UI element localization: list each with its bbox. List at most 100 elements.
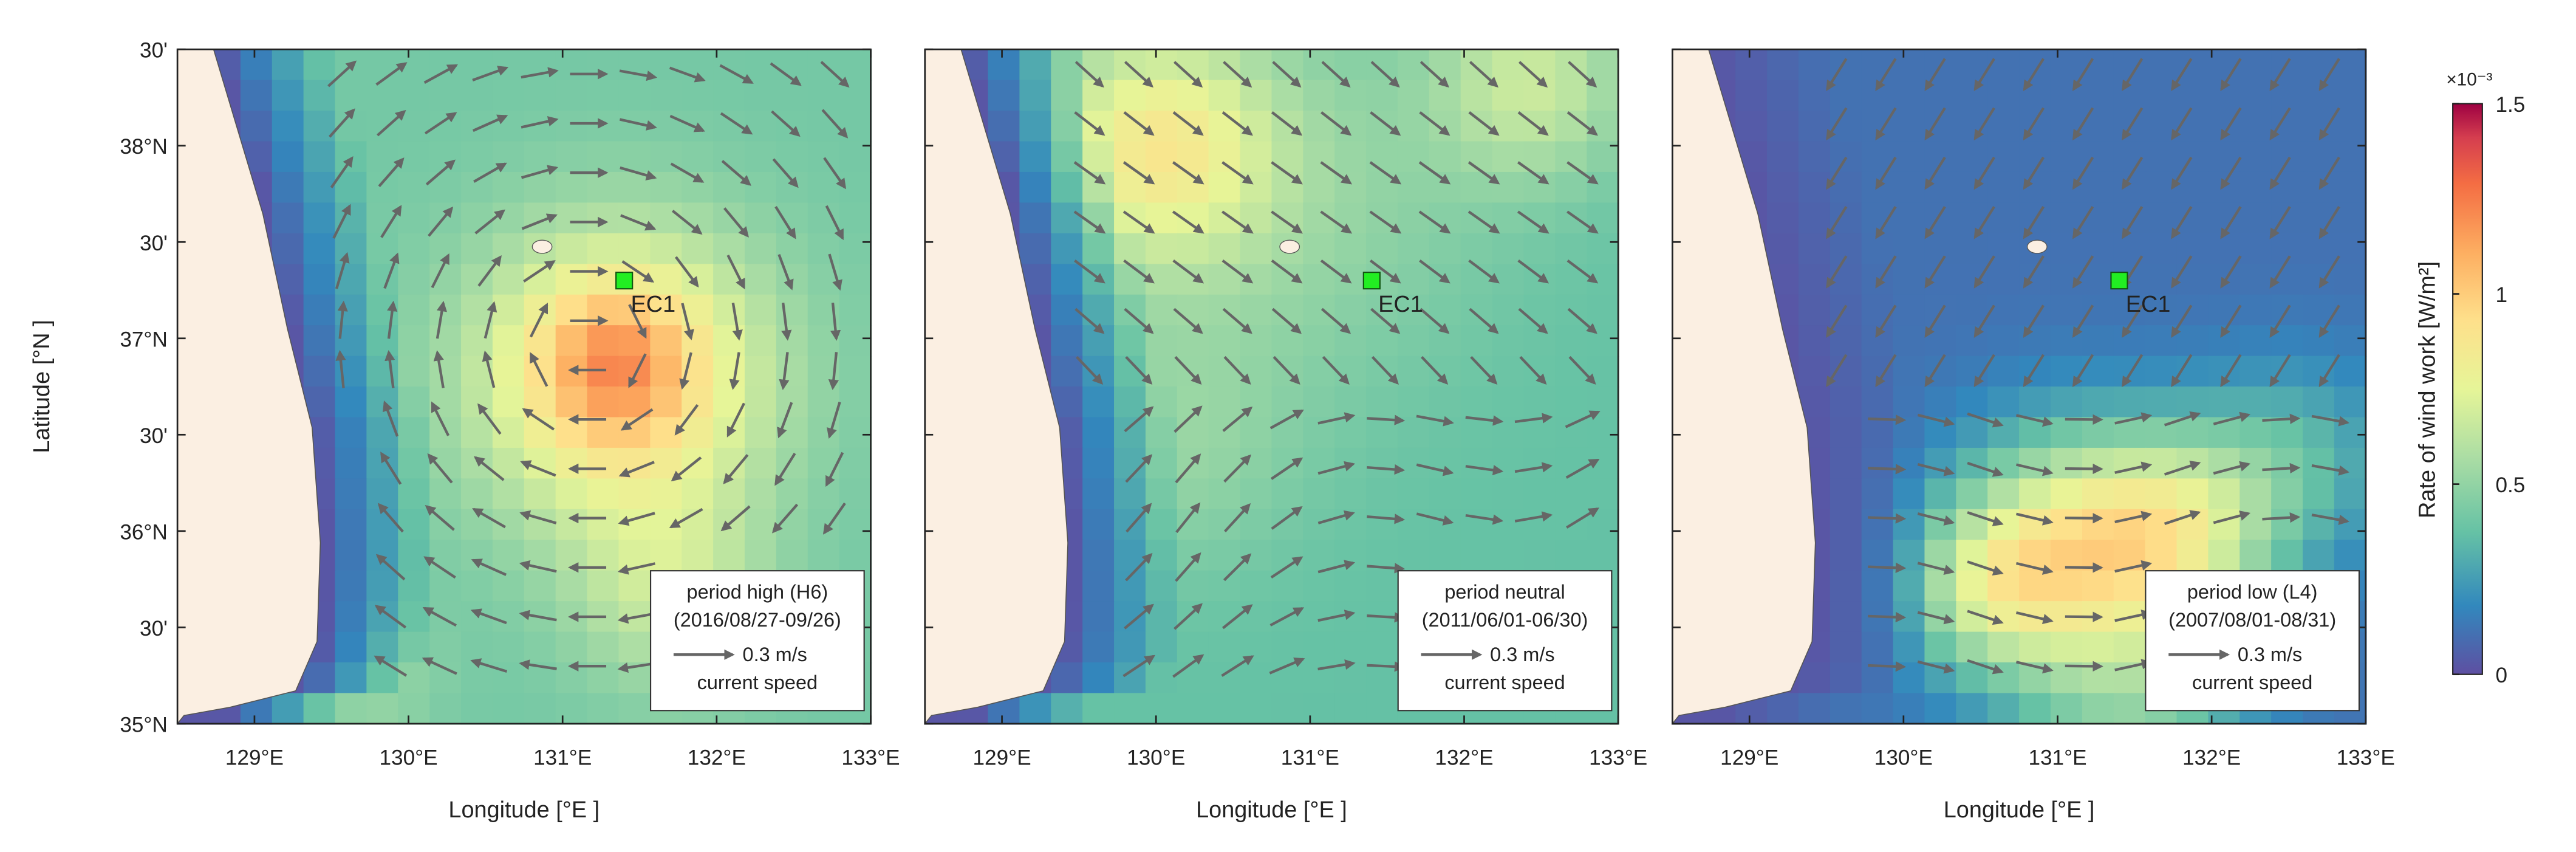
y-tick-label: 30' [140, 617, 168, 641]
current-arrow [383, 400, 399, 437]
field-cell [1767, 80, 1800, 112]
field-cell [1397, 233, 1430, 265]
field-cell [1587, 478, 1619, 510]
field-cell [744, 386, 777, 419]
field-cell [1366, 141, 1399, 173]
current-arrow [1470, 356, 1498, 385]
field-cell [524, 693, 557, 725]
current-arrow [774, 205, 796, 239]
current-arrow [2220, 58, 2242, 91]
field-cell [618, 325, 651, 357]
field-cell [1924, 631, 1957, 664]
x-tick-label: 129°E [1720, 746, 1778, 770]
current-arrow [1875, 107, 1897, 141]
current-arrow [1222, 406, 1253, 432]
current-arrow [1826, 107, 1848, 141]
field-cell [1082, 356, 1115, 388]
field-cell [492, 662, 525, 695]
current-arrow [472, 114, 508, 132]
field-cell [1208, 264, 1242, 296]
field-cell [1460, 540, 1494, 572]
current-arrow [1174, 356, 1202, 385]
field-cell [776, 49, 809, 81]
field-cell [1987, 356, 2020, 388]
field-cell [1271, 662, 1304, 695]
field-cell [1051, 662, 1084, 695]
field-cell [1397, 202, 1430, 235]
current-arrow [521, 213, 558, 230]
field-cell [1271, 693, 1304, 725]
field-cell [1987, 325, 2020, 357]
field-cell [1334, 264, 1367, 296]
field-cell [366, 417, 399, 449]
current-arrow [1122, 161, 1155, 185]
field-cell [461, 111, 494, 143]
field-cell [2208, 202, 2241, 235]
field-cell [1240, 509, 1273, 541]
field-cell [524, 171, 557, 204]
field-cell [776, 264, 809, 296]
field-cell [1271, 171, 1304, 204]
current-arrow [2171, 58, 2193, 91]
current-arrow [520, 460, 556, 477]
field-cell [682, 141, 714, 173]
current-arrow [474, 456, 505, 481]
current-arrow [1222, 604, 1253, 630]
current-arrow [519, 610, 557, 622]
field-cell [1145, 294, 1178, 326]
field-cell [1082, 386, 1115, 419]
field-cell [1429, 171, 1462, 204]
current-arrow [2164, 461, 2201, 476]
current-arrow [1566, 259, 1599, 284]
current-arrow [1468, 111, 1500, 136]
current-arrow [726, 254, 745, 290]
field-cell [2208, 447, 2241, 479]
field-cell [335, 141, 368, 173]
field-cell [650, 478, 683, 510]
field-cell [524, 631, 557, 664]
current-arrow [779, 352, 790, 390]
current-arrow [2318, 255, 2340, 289]
scale-label: 0.3 m/s [1490, 644, 1554, 665]
field-cell [1924, 509, 1957, 541]
current-arrow [1317, 610, 1356, 622]
field-cell [1240, 80, 1273, 112]
field-cell [2239, 540, 2272, 572]
field-cell [618, 356, 651, 388]
field-cell [1177, 233, 1210, 265]
field-cell [1861, 447, 1894, 479]
colorbar [2452, 103, 2483, 675]
current-arrow [427, 453, 453, 484]
field-cell [1240, 264, 1273, 296]
x-tick-label: 133°E [841, 746, 900, 770]
current-arrow [619, 118, 657, 131]
field-cell [587, 171, 620, 204]
field-cell [1798, 693, 1831, 725]
field-cell [492, 601, 525, 633]
field-cell [335, 171, 368, 204]
current-arrow [1565, 458, 1600, 479]
current-arrow [1317, 412, 1356, 425]
field-cell [2019, 386, 2052, 419]
field-cell [1798, 325, 1831, 357]
field-cell [1145, 49, 1178, 81]
field-cell [303, 171, 337, 204]
field-cell [1429, 49, 1462, 81]
land [924, 49, 1068, 726]
x-tick-label: 131°E [1281, 746, 1339, 770]
field-cell [1830, 693, 1863, 725]
field-cell [429, 325, 462, 357]
field-cell [2208, 233, 2241, 265]
field-cell [1240, 111, 1273, 143]
field-cell [335, 662, 368, 695]
field-cell [2145, 447, 2178, 479]
current-arrow [431, 401, 450, 436]
x-tick-label: 131°E [2028, 746, 2086, 770]
current-arrow [1269, 657, 1305, 675]
field-cell [1492, 447, 1525, 479]
field-cell [492, 693, 525, 725]
y-tick-label: 30' [140, 424, 168, 448]
field-cell [1523, 294, 1557, 326]
field-cell [335, 509, 368, 541]
period-label: (2007/08/01-08/31) [2168, 609, 2336, 631]
